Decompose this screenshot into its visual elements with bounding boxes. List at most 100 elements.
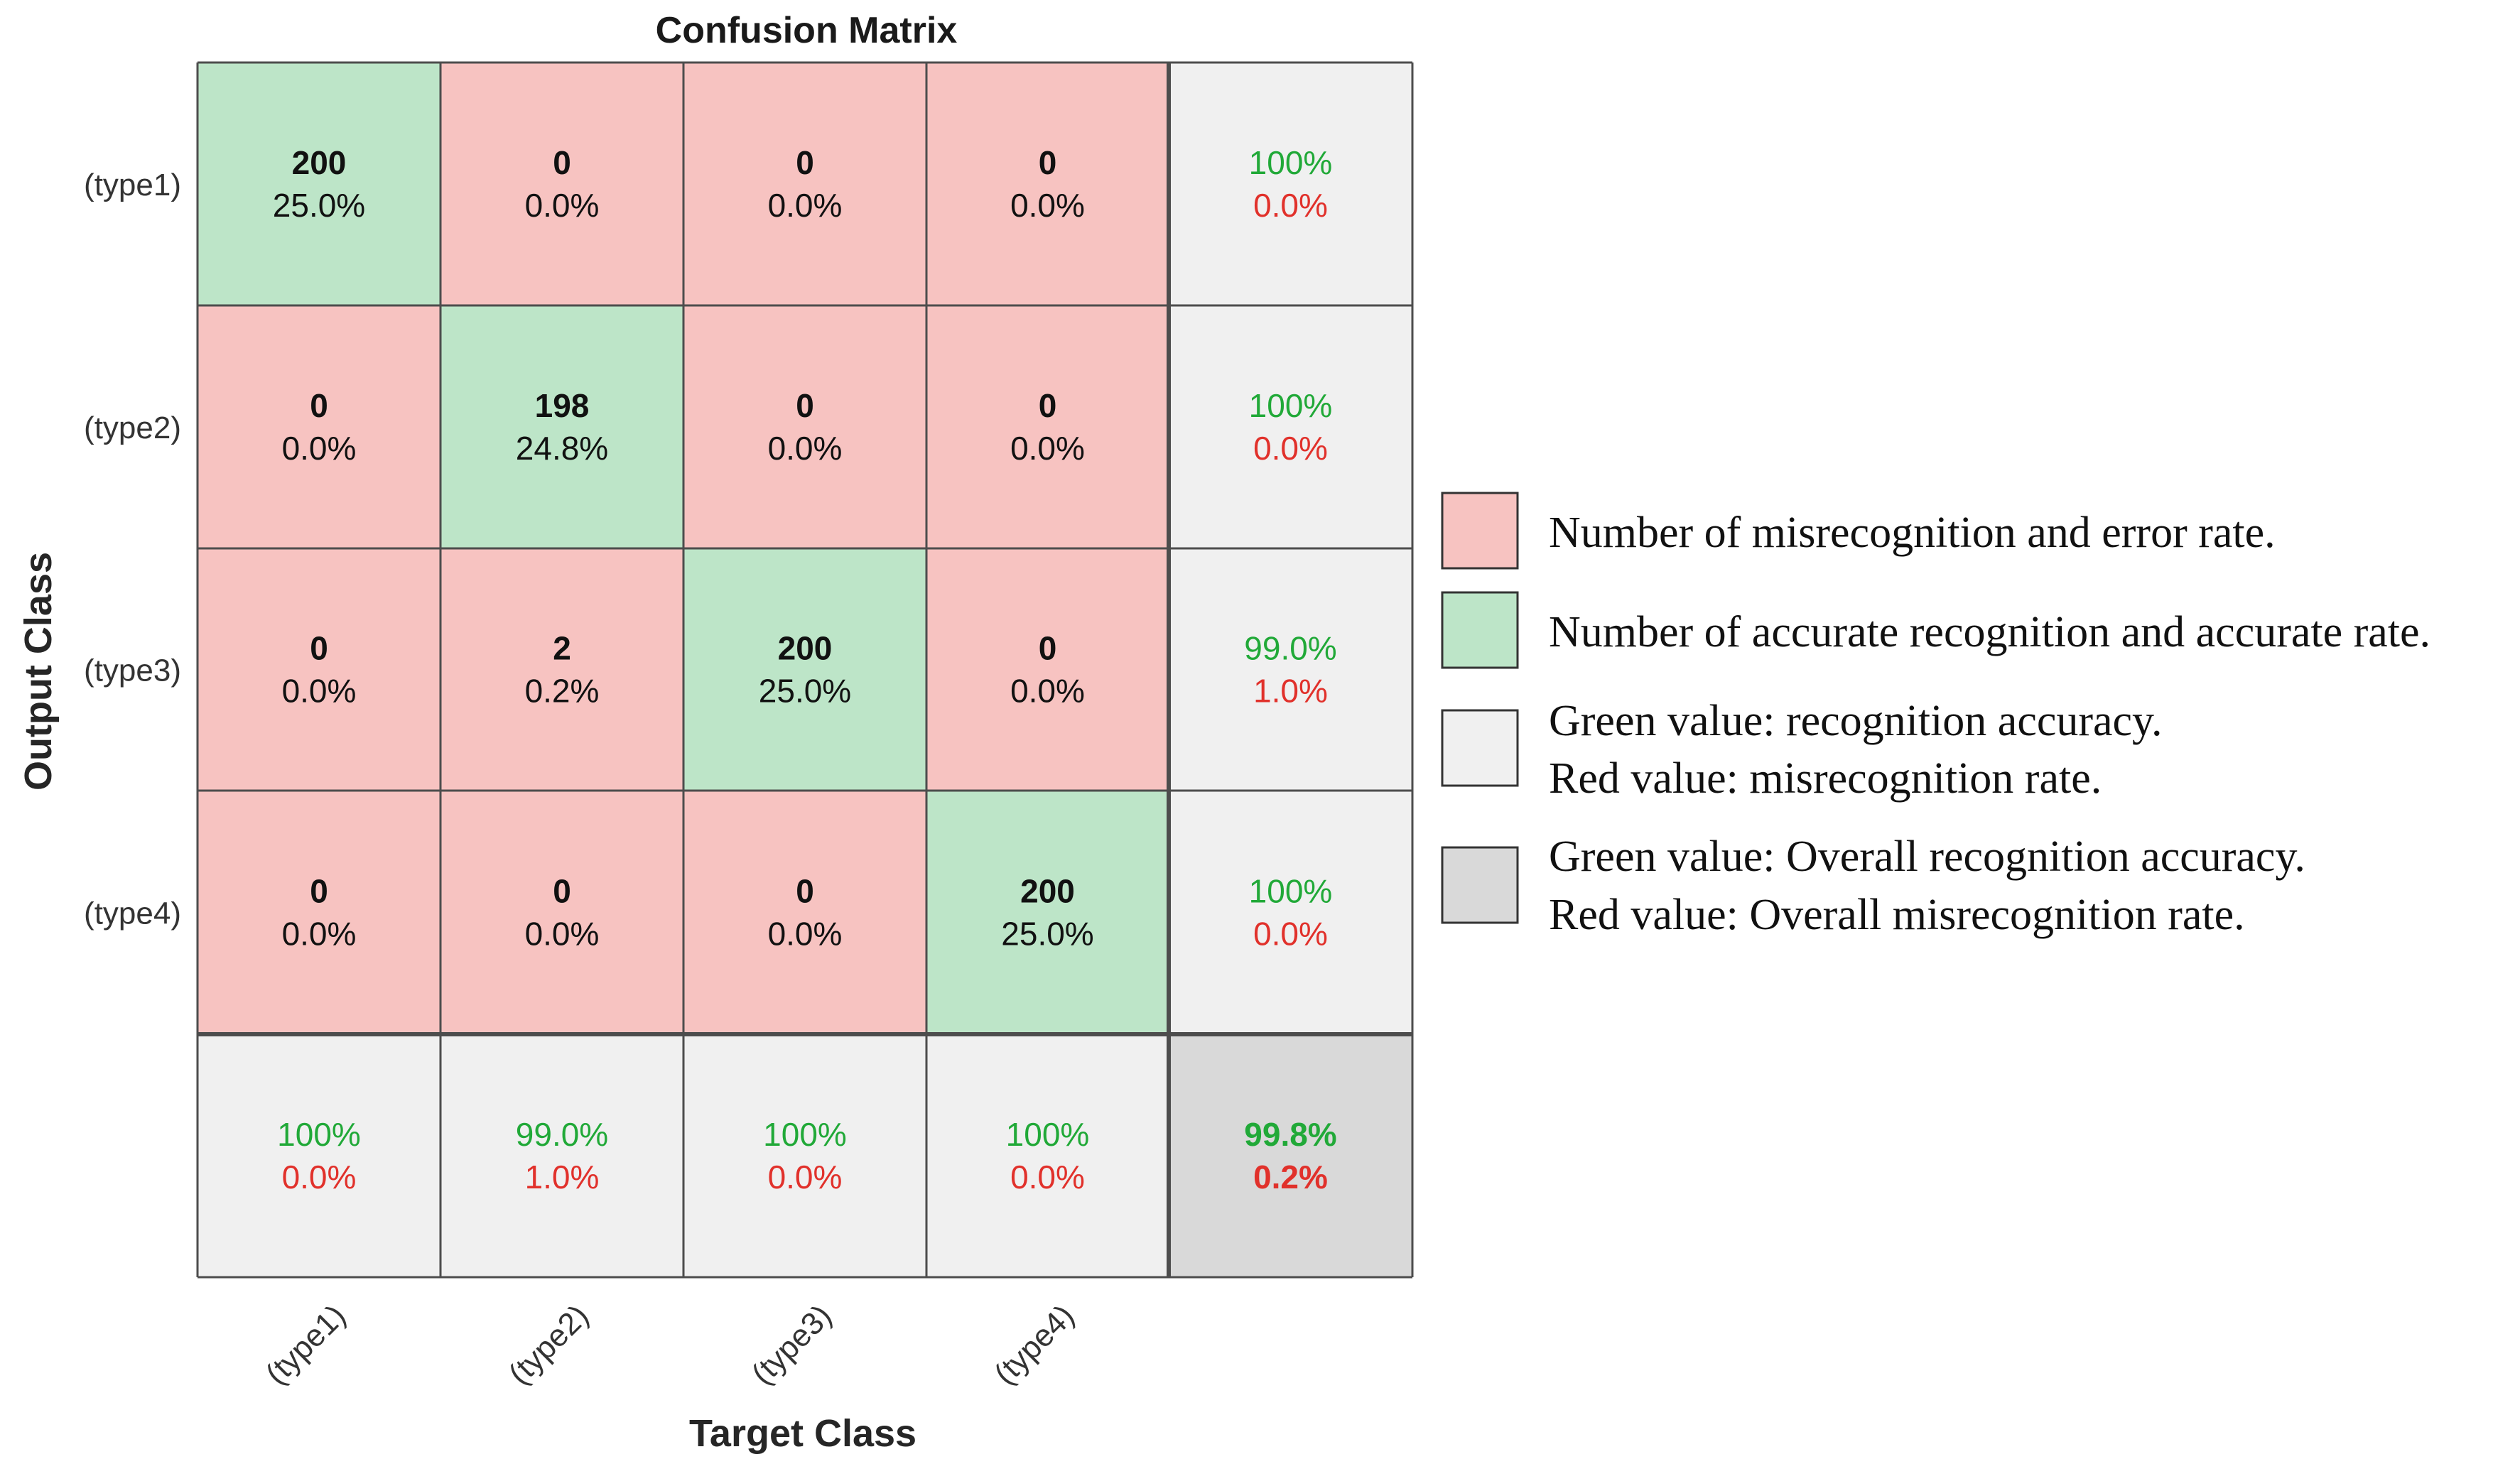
legend-swatch-off	[1441, 492, 1519, 570]
cell-summary-r3-c5	[1169, 548, 1412, 791]
col-summary-3-error: 0.0%	[768, 1159, 843, 1195]
overall-summary-error: 0.2%	[1253, 1159, 1328, 1195]
cell-count-r1-c4: 0	[1039, 144, 1057, 181]
overall-summary-correct: 99.8%	[1244, 1116, 1336, 1153]
legend-swatch-diag	[1441, 591, 1519, 669]
cell-overall-r5-c5	[1169, 1034, 1412, 1277]
chart-title: Confusion Matrix	[656, 10, 958, 51]
cell-off-r1-c3	[683, 63, 926, 305]
cell-percent-r1-c3: 0.0%	[768, 187, 843, 224]
col-summary-2-error: 1.0%	[525, 1159, 600, 1195]
row-summary-3-error: 1.0%	[1253, 673, 1328, 710]
cell-summary-r5-c3	[683, 1034, 926, 1277]
matrix-cells: 20025.0%00.0%00.0%00.0%100%0.0%00.0%1982…	[198, 63, 1412, 1277]
y-tick-label-3: (type3)	[84, 654, 181, 688]
legend-text-1-1: Number of misrecognition and error rate.	[1549, 509, 2276, 557]
row-summary-3-correct: 99.0%	[1244, 630, 1336, 667]
y-tick-label-4: (type4)	[84, 896, 181, 931]
legend-text-2-1: Number of accurate recognition and accur…	[1549, 608, 2430, 656]
cell-percent-r4-c4: 25.0%	[1001, 916, 1093, 953]
cell-count-r4-c3: 0	[796, 873, 814, 910]
legend-text-4-2: Red value: Overall misrecognition rate.	[1549, 891, 2245, 939]
col-summary-3-correct: 100%	[763, 1116, 847, 1153]
cell-diag-r3-c3	[683, 548, 926, 791]
cell-off-r3-c1	[198, 548, 440, 791]
col-summary-2-correct: 99.0%	[516, 1116, 608, 1153]
matrix-gridlines	[196, 61, 1414, 1279]
cell-off-r2-c4	[926, 305, 1169, 548]
legend: Number of misrecognition and error rate.…	[1441, 492, 2430, 939]
cell-count-r4-c4: 200	[1020, 873, 1075, 910]
cell-diag-r4-c4	[926, 791, 1169, 1034]
cell-off-r1-c4	[926, 63, 1169, 305]
cell-count-r4-c1: 0	[310, 873, 328, 910]
row-summary-1-error: 0.0%	[1253, 187, 1328, 224]
x-tick-label-1: (type1)	[259, 1298, 352, 1391]
cell-summary-r5-c2	[440, 1034, 683, 1277]
cell-off-r4-c3	[683, 791, 926, 1034]
col-summary-1-error: 0.0%	[282, 1159, 357, 1195]
row-summary-4-correct: 100%	[1249, 873, 1333, 910]
cell-summary-r5-c4	[926, 1034, 1169, 1277]
y-tick-label-2: (type2)	[84, 411, 181, 445]
col-summary-1-correct: 100%	[277, 1116, 361, 1153]
legend-text-3-1: Green value: recognition accuracy.	[1549, 697, 2163, 745]
legend-text-3-2: Red value: misrecognition rate.	[1549, 754, 2102, 803]
cell-percent-r1-c2: 0.0%	[525, 187, 600, 224]
cell-percent-r4-c2: 0.0%	[525, 916, 600, 953]
cell-diag-r1-c1	[198, 63, 440, 305]
row-summary-2-correct: 100%	[1249, 387, 1333, 424]
legend-swatch-summary	[1441, 709, 1519, 787]
cell-percent-r2-c3: 0.0%	[768, 430, 843, 467]
cell-diag-r2-c2	[440, 305, 683, 548]
cell-percent-r4-c1: 0.0%	[282, 916, 357, 953]
cell-percent-r3-c1: 0.0%	[282, 673, 357, 710]
cell-off-r4-c1	[198, 791, 440, 1034]
cell-summary-r1-c5	[1169, 63, 1412, 305]
cell-off-r3-c4	[926, 548, 1169, 791]
cell-count-r2-c1: 0	[310, 387, 328, 424]
x-axis-label: Target Class	[689, 1412, 916, 1455]
row-summary-4-error: 0.0%	[1253, 916, 1328, 953]
cell-percent-r2-c4: 0.0%	[1010, 430, 1085, 467]
cell-percent-r1-c1: 25.0%	[273, 187, 365, 224]
x-tick-label-3: (type3)	[745, 1298, 838, 1391]
cell-count-r3-c2: 2	[553, 630, 571, 667]
col-summary-4-correct: 100%	[1006, 1116, 1090, 1153]
legend-swatch-overall	[1441, 846, 1519, 924]
legend-text-4-1: Green value: Overall recognition accurac…	[1549, 833, 2305, 881]
cell-count-r2-c2: 198	[535, 387, 590, 424]
cell-percent-r3-c2: 0.2%	[525, 673, 600, 710]
row-summary-2-error: 0.0%	[1253, 430, 1328, 467]
y-axis-label: Output Class	[17, 552, 60, 791]
cell-count-r2-c4: 0	[1039, 387, 1057, 424]
y-tick-label-1: (type1)	[84, 168, 181, 202]
cell-count-r3-c3: 200	[778, 630, 833, 667]
cell-count-r1-c1: 200	[292, 144, 347, 181]
cell-count-r3-c1: 0	[310, 630, 328, 667]
cell-percent-r1-c4: 0.0%	[1010, 187, 1085, 224]
cell-summary-r2-c5	[1169, 305, 1412, 548]
row-summary-1-correct: 100%	[1249, 144, 1333, 181]
cell-percent-r3-c3: 25.0%	[759, 673, 851, 710]
cell-off-r2-c1	[198, 305, 440, 548]
cell-off-r1-c2	[440, 63, 683, 305]
col-summary-4-error: 0.0%	[1010, 1159, 1085, 1195]
cell-summary-r4-c5	[1169, 791, 1412, 1034]
cell-off-r3-c2	[440, 548, 683, 791]
x-tick-label-4: (type4)	[988, 1298, 1081, 1391]
cell-percent-r2-c2: 24.8%	[516, 430, 608, 467]
cell-off-r4-c2	[440, 791, 683, 1034]
cell-percent-r4-c3: 0.0%	[768, 916, 843, 953]
cell-count-r2-c3: 0	[796, 387, 814, 424]
cell-count-r3-c4: 0	[1039, 630, 1057, 667]
cell-count-r1-c3: 0	[796, 144, 814, 181]
cell-percent-r2-c1: 0.0%	[282, 430, 357, 467]
cell-off-r2-c3	[683, 305, 926, 548]
cell-percent-r3-c4: 0.0%	[1010, 673, 1085, 710]
cell-count-r1-c2: 0	[553, 144, 571, 181]
cell-count-r4-c2: 0	[553, 873, 571, 910]
x-tick-label-2: (type2)	[502, 1298, 595, 1391]
cell-summary-r5-c1	[198, 1034, 440, 1277]
